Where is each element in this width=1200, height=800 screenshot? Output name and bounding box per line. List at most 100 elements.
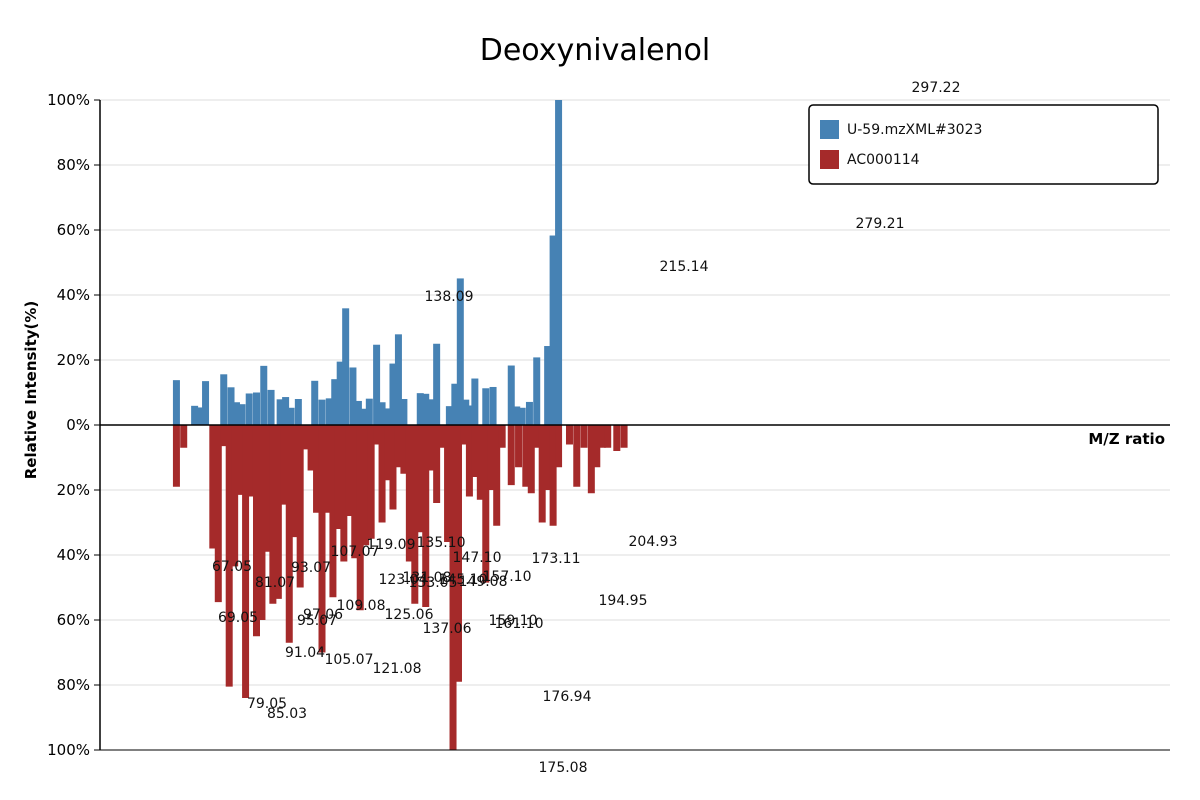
top-series-bar — [544, 346, 552, 425]
bottom-series-bar — [263, 425, 271, 552]
peak-label: 67.05 — [212, 559, 252, 575]
peak-label: 159.10 — [489, 613, 538, 629]
top-series-bar — [318, 399, 326, 425]
peak-label: 81.07 — [255, 575, 295, 591]
top-series-bar — [389, 363, 397, 425]
top-series-bar — [227, 387, 235, 425]
y-tick-label: 80% — [57, 156, 90, 174]
bottom-series-bar — [460, 425, 468, 445]
bottom-series-bar — [580, 425, 588, 448]
legend-label-top: U-59.mzXML#3023 — [847, 122, 982, 138]
bottom-series-bar — [231, 425, 239, 567]
top-series-bar — [267, 389, 275, 425]
bottom-series-bar — [482, 425, 490, 583]
y-tick-label: 40% — [57, 546, 90, 564]
bottom-series-bar — [573, 425, 581, 487]
top-series-bar — [445, 406, 453, 425]
bottom-series-bar — [498, 425, 506, 448]
top-series-bar — [276, 399, 284, 425]
top-series-bar — [482, 388, 490, 425]
bottom-series-bar — [449, 425, 457, 750]
peak-label: 137.06 — [423, 621, 472, 637]
y-tick-label: 20% — [57, 351, 90, 369]
bottom-series-bar — [351, 425, 359, 559]
bottom-series-bar — [476, 425, 484, 500]
peak-label: 175.08 — [539, 760, 588, 776]
bottom-series-bar — [405, 425, 413, 562]
peak-label: 95.07 — [297, 613, 337, 629]
bottom-series-bar — [313, 425, 321, 513]
top-series-bar — [354, 400, 362, 425]
top-series-bar — [202, 381, 210, 425]
top-series-bar — [400, 399, 408, 425]
bottom-series-bar — [549, 425, 557, 526]
bottom-series-bar — [411, 425, 419, 604]
top-series-bar — [365, 398, 373, 425]
bottom-series-bar — [555, 425, 563, 468]
top-series-bar — [433, 343, 441, 425]
peak-label: 161.10 — [495, 616, 544, 632]
bottom-series-bar — [565, 425, 573, 445]
bottom-series-bar — [533, 425, 541, 448]
y-tick-label: 80% — [57, 676, 90, 694]
bottom-series-bar — [236, 425, 244, 495]
top-series-bar — [360, 408, 368, 425]
peak-label: 85.03 — [267, 706, 307, 722]
bottom-series-bar — [258, 425, 266, 620]
top-series-bar — [196, 407, 204, 425]
peak-label: 119.09 — [367, 537, 416, 553]
y-tick-labels: 100% 80% 60% 40% 20% 0% 20% 40% 60% 80% 100% — [47, 91, 100, 759]
peak-label: 173.11 — [532, 551, 581, 567]
bottom-series-bar — [493, 425, 501, 526]
top-series-bar — [245, 393, 253, 425]
bottom-series-bar — [394, 425, 402, 468]
top-series-bar — [467, 405, 475, 425]
top-series-bar — [416, 393, 424, 425]
bottom-series-bar — [367, 425, 375, 539]
bottom-series-bar — [378, 425, 386, 523]
top-series-bar — [555, 100, 563, 425]
top-series-bar — [342, 308, 350, 425]
top-series-bar — [462, 399, 470, 425]
top-series-bar — [172, 380, 180, 425]
peak-label: 125.06 — [385, 607, 434, 623]
peak-label: 109.08 — [337, 598, 386, 614]
top-series-bar — [533, 357, 541, 425]
bottom-series-bar — [471, 425, 479, 477]
bottom-series-bar — [180, 425, 188, 448]
top-series-bar — [287, 407, 295, 425]
peak-label: 176.94 — [543, 689, 592, 705]
top-series-bar — [232, 402, 240, 425]
peak-label: 215.14 — [660, 259, 709, 275]
axes — [99, 100, 1170, 751]
top-series-bar — [191, 405, 199, 425]
top-series-bar — [373, 344, 381, 425]
top-series-bar — [331, 379, 339, 425]
top-series-bar — [384, 408, 392, 425]
peak-label: 279.21 — [856, 216, 905, 232]
bottom-series-bar — [362, 425, 370, 546]
bottom-series-bar — [280, 425, 288, 505]
peak-label: 145.10 — [439, 572, 488, 588]
top-series-bar — [325, 398, 333, 425]
bottom-series-bar — [465, 425, 473, 497]
top-series-bar — [427, 399, 435, 425]
top-series-bar — [513, 406, 521, 425]
bottom-series-bar — [598, 425, 606, 448]
y-tick-label: 100% — [47, 741, 90, 759]
peak-label: 204.93 — [629, 534, 678, 550]
top-series-bar — [422, 393, 430, 425]
legend-swatch-top — [820, 120, 839, 139]
bottom-series-bar — [527, 425, 535, 494]
bottom-series-bar — [538, 425, 546, 523]
top-series-bar — [252, 392, 260, 425]
peak-label: 79.05 — [247, 696, 287, 712]
top-series-bar — [394, 334, 402, 425]
bottom-series-bar — [334, 425, 342, 529]
peak-label: 91.04 — [285, 645, 325, 661]
bottom-series-bar — [515, 425, 523, 468]
bottom-series-bar — [416, 425, 424, 533]
bottom-series-bar — [522, 425, 530, 487]
bottom-series-bar — [356, 425, 364, 611]
top-series-bar — [525, 401, 533, 425]
